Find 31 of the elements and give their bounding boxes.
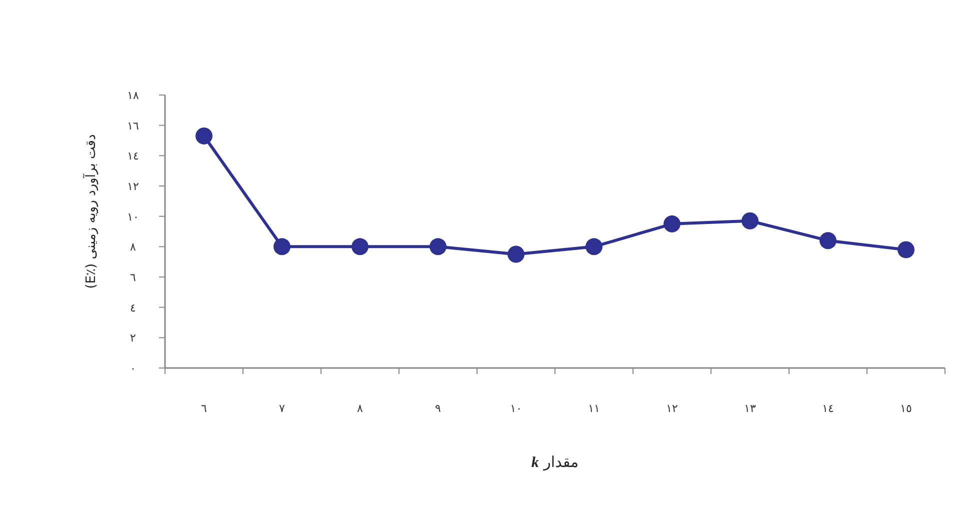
x-tick-label: ١٠ <box>510 402 522 415</box>
y-axis-title: دقت برآورد رویه زمینی (٪E) <box>82 134 99 289</box>
y-tick-label: ٨ <box>130 240 136 254</box>
x-tick-label: ٨ <box>357 402 364 415</box>
x-tick-label: ٦ <box>201 402 208 415</box>
x-tick-label: ١١ <box>588 402 600 415</box>
x-tick-label: ١٣ <box>744 402 756 415</box>
point <box>820 232 836 250</box>
y-tick-label: ٤ <box>130 301 136 314</box>
point <box>742 212 758 230</box>
y-tick-label: ٦ <box>130 271 136 284</box>
x-tick-label: ٧ <box>279 402 286 415</box>
x-tick-label: ٩ <box>435 402 442 415</box>
point <box>508 246 524 263</box>
y-tick-label: ٢ <box>130 332 136 345</box>
point <box>274 238 290 256</box>
point <box>898 241 914 258</box>
x-tick-label: ١٢ <box>666 402 678 415</box>
point <box>664 215 680 232</box>
point <box>196 127 212 144</box>
point <box>352 238 368 256</box>
y-tick-label: ١٨ <box>127 89 139 102</box>
point <box>586 238 602 256</box>
x-tick-label: ١٤ <box>822 402 834 415</box>
y-tick-label: ١٠ <box>127 210 139 224</box>
point <box>430 238 446 256</box>
y-tick-label: ١٦ <box>127 119 139 132</box>
x-tick-label: ١٥ <box>900 402 912 415</box>
y-tick-label: ١٤ <box>127 150 139 163</box>
y-tick-label: ٠ <box>130 362 136 375</box>
y-tick-label: ١٢ <box>127 180 139 193</box>
